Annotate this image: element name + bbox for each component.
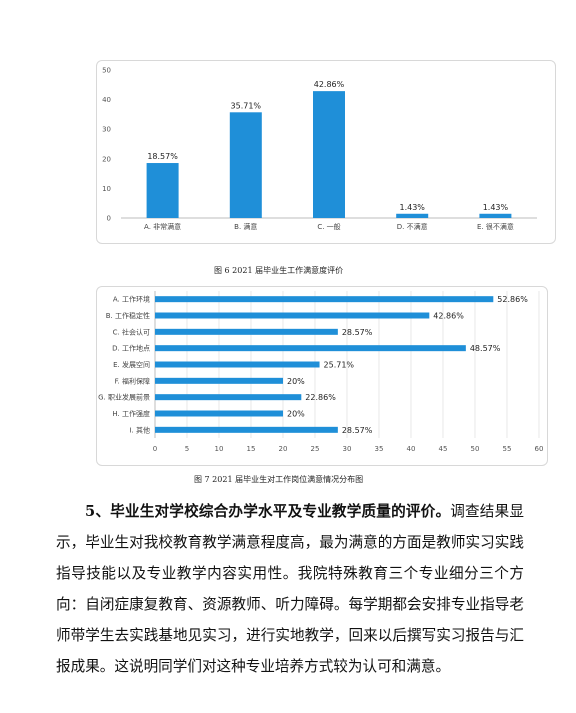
category-label: G. 职业发展前景 (98, 393, 150, 402)
evaluation-paragraph: 5、毕业生对学校综合办学水平及专业教学质量的评价。调查结果显示，毕业生对我校教育… (56, 496, 524, 682)
bar (155, 296, 494, 303)
x-tick-label: 50 (471, 445, 480, 453)
bar (155, 345, 466, 352)
x-tick-label: 10 (215, 445, 224, 453)
bar (313, 91, 345, 218)
category-label: A. 非常满意 (144, 222, 181, 231)
y-tick-label: 30 (102, 126, 111, 134)
category-label: F. 福利保障 (115, 376, 150, 385)
bar-data-label: 48.57% (470, 344, 501, 353)
bar (229, 112, 262, 218)
bar-data-label: 42.86% (433, 312, 464, 321)
y-tick-label: 0 (107, 215, 111, 223)
bar-data-label: 20% (287, 410, 305, 419)
x-tick-label: 0 (153, 445, 157, 453)
y-tick-label: 40 (102, 96, 111, 104)
satisfaction-chart-svg: 0 10 20 30 40 50 18.57% A. 非常满意 35.71% B. 满意 42.86… (102, 67, 537, 231)
bar-data-label: 25.71% (324, 361, 355, 370)
paragraph-heading: 5、毕业生对学校综合办学水平及专业教学质量的评价。 (85, 503, 451, 520)
bar-data-label: 1.43% (483, 203, 509, 212)
bar-data-label: 28.57% (342, 426, 373, 435)
category-label: H. 工作强度 (112, 409, 150, 418)
bar (155, 426, 338, 433)
bar-data-label: 35.71% (231, 101, 262, 110)
category-label: C. 一般 (317, 222, 340, 231)
category-label: E. 发展空间 (113, 360, 150, 369)
figure-6-caption: 图 6 2021 届毕业生工作满意度评价 (214, 266, 344, 275)
x-tick-label: 15 (247, 445, 256, 453)
bar (146, 163, 179, 218)
y-tick-label: 10 (102, 185, 111, 193)
bar-data-label: 42.86% (314, 80, 345, 89)
category-label: B. 满意 (234, 222, 257, 231)
job-satisfaction-chart-svg: 0 5 10 15 20 25 30 35 40 45 50 55 60 52.86% A. 工作环境 42.… (98, 291, 544, 453)
x-tick-label: 40 (407, 445, 416, 453)
satisfaction-bar-chart: 0 10 20 30 40 50 18.57% A. 非常满意 35.71% B. 满意 42.86… (96, 60, 556, 244)
bar (479, 213, 512, 218)
category-label: B. 工作稳定性 (106, 311, 150, 320)
bar (155, 410, 283, 417)
bar-data-label: 20% (287, 377, 305, 386)
bar-data-label: 52.86% (497, 295, 528, 304)
bar (396, 213, 429, 218)
x-tick-label: 30 (343, 445, 352, 453)
bar (155, 312, 430, 319)
x-tick-label: 55 (503, 445, 512, 453)
bar (155, 394, 302, 401)
category-label: I. 其他 (129, 425, 150, 434)
x-tick-label: 5 (185, 445, 189, 453)
category-label: E. 很不满意 (477, 222, 514, 231)
category-label: D. 不满意 (397, 222, 428, 231)
bar (155, 377, 283, 384)
paragraph-body: 调查结果显示，毕业生对我校教育教学满意程度高，最为满意的方面是教师实习实践指导技… (56, 503, 524, 675)
category-label: C. 社会认可 (113, 327, 150, 336)
job-satisfaction-hbar-chart: 0 5 10 15 20 25 30 35 40 45 50 55 60 52.86% A. 工作环境 42.… (96, 286, 548, 466)
x-tick-label: 35 (375, 445, 384, 453)
x-tick-label: 60 (535, 445, 544, 453)
bar-data-label: 1.43% (399, 203, 425, 212)
x-tick-label: 45 (439, 445, 448, 453)
bar-data-label: 22.86% (305, 393, 336, 402)
y-tick-label: 20 (102, 155, 111, 163)
y-tick-label: 50 (102, 67, 111, 75)
bar (155, 328, 338, 335)
category-label: D. 工作地点 (112, 344, 150, 353)
figure-7-caption: 图 7 2021 届毕业生对工作岗位满意情况分布图 (194, 475, 364, 484)
x-tick-label: 25 (311, 445, 320, 453)
category-label: A. 工作环境 (113, 295, 150, 304)
bar-data-label: 18.57% (147, 152, 178, 161)
bar-data-label: 28.57% (342, 328, 373, 337)
bar (155, 361, 320, 368)
x-tick-label: 20 (279, 445, 288, 453)
